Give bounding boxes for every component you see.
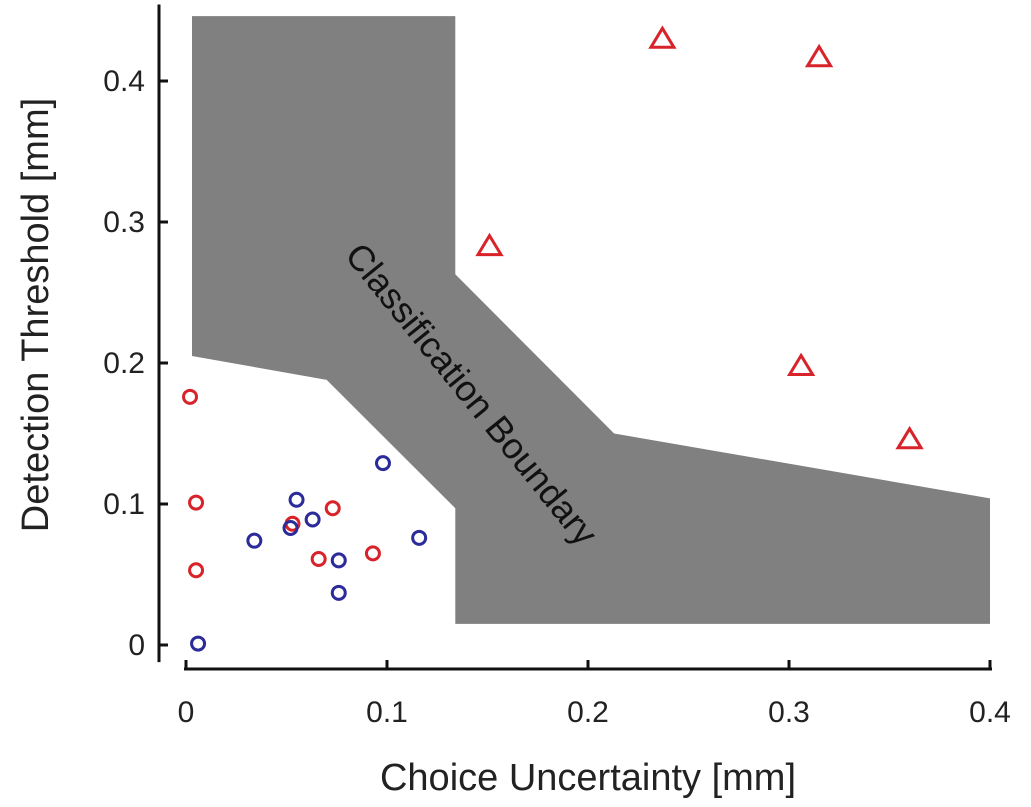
y-tick-label: 0.1 <box>103 488 145 521</box>
data-point-circle <box>310 550 327 567</box>
y-tick-label: 0.2 <box>103 347 145 380</box>
y-tick-label: 0.3 <box>103 206 145 239</box>
data-point-triangle <box>475 232 504 257</box>
y-tick-label: 0 <box>128 629 145 662</box>
x-tick-label: 0.4 <box>969 696 1011 729</box>
data-point-circle <box>374 455 391 472</box>
data-points <box>182 25 924 652</box>
x-axis-title: Choice Uncertainty [mm] <box>380 757 796 799</box>
x-tick-label: 0.2 <box>567 696 609 729</box>
axes <box>157 4 992 671</box>
data-point-circle <box>190 635 207 652</box>
data-point-triangle <box>804 43 834 68</box>
classification-boundary-region <box>192 16 990 624</box>
classification-boundary-layer <box>192 16 990 624</box>
data-point-circle <box>188 562 205 579</box>
data-point-circle <box>282 519 299 536</box>
data-point-circle <box>324 500 341 517</box>
tick-labels: 0 0.1 0.2 0.3 0.4 0 0.1 0.2 0.3 0.4 <box>103 65 1011 729</box>
data-point-circle <box>182 388 199 405</box>
x-tick-label: 0.1 <box>366 696 408 729</box>
y-axis-title: Detection Threshold [mm] <box>15 98 57 532</box>
data-point-circle <box>330 584 347 601</box>
data-point-triangle <box>895 425 924 450</box>
x-tick-label: 0.3 <box>768 696 810 729</box>
data-point-circle <box>364 545 381 562</box>
data-point-circle <box>411 529 428 546</box>
data-point-triangle <box>648 25 677 49</box>
data-point-triangle <box>786 352 816 376</box>
x-tick-label: 0 <box>178 696 195 729</box>
data-point-circle <box>330 552 347 569</box>
y-tick-label: 0.4 <box>103 65 145 98</box>
data-point-circle <box>188 494 205 511</box>
data-point-circle <box>304 511 321 528</box>
data-point-circle <box>288 491 305 508</box>
data-point-circle <box>246 532 263 549</box>
